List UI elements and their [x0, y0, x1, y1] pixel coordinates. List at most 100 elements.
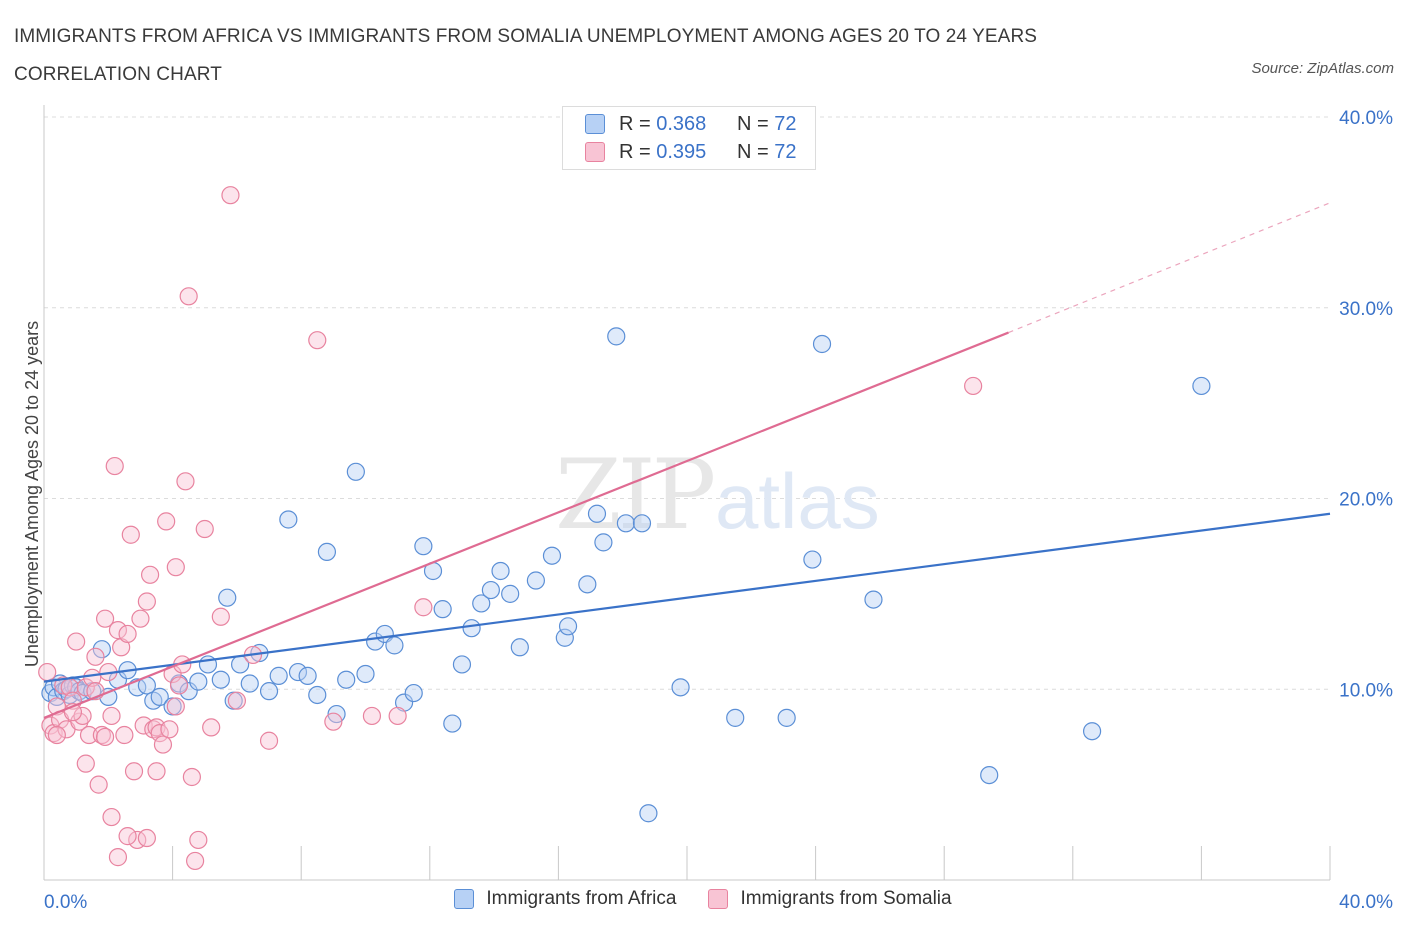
- data-point: [587, 504, 607, 523]
- somalia-legend-swatch-icon: [708, 889, 729, 909]
- data-point: [269, 666, 288, 685]
- data-point: [472, 594, 491, 613]
- data-point: [433, 600, 452, 619]
- data-point: [179, 682, 198, 701]
- y-tick-label: 10.0%: [1339, 680, 1393, 701]
- data-point: [121, 525, 140, 544]
- africa-swatch-icon: [585, 114, 605, 134]
- stats-row-africa: R = 0.368 N = 72: [585, 112, 797, 136]
- axes: [43, 105, 1331, 881]
- data-point: [202, 718, 221, 737]
- chart-title: IMMIGRANTS FROM AFRICA VS IMMIGRANTS FRO…: [14, 26, 1038, 85]
- data-point: [157, 512, 176, 531]
- data-point: [337, 670, 356, 689]
- y-tick-label: 30.0%: [1339, 299, 1393, 320]
- data-point: [414, 537, 433, 556]
- data-point: [189, 830, 208, 850]
- data-point: [803, 550, 822, 569]
- data-point: [726, 708, 745, 727]
- data-point: [259, 731, 279, 750]
- data-point: [102, 706, 121, 726]
- data-point: [240, 674, 259, 693]
- data-point: [491, 561, 510, 581]
- legend-label-somalia: Immigrants from Somalia: [740, 888, 952, 909]
- stats-legend: R = 0.368 N = 72 R = 0.395 N = 72: [562, 106, 816, 170]
- somalia-swatch-icon: [585, 142, 605, 162]
- data-point: [108, 848, 128, 867]
- data-point: [812, 334, 832, 354]
- data-point: [218, 588, 237, 607]
- data-point: [404, 683, 423, 703]
- x-tick-label: 0.0%: [44, 892, 87, 913]
- n-value-somalia: 72: [774, 140, 797, 163]
- tick-labels: 10.0% 20.0% 30.0% 40.0% 0.0% 40.0%: [44, 108, 1393, 913]
- data-point: [510, 638, 529, 657]
- data-point: [388, 706, 407, 726]
- data-point: [481, 580, 500, 600]
- trend-lines: [43, 202, 1331, 719]
- africa-legend-swatch-icon: [454, 889, 475, 909]
- data-point: [632, 514, 652, 533]
- data-point: [166, 558, 185, 577]
- y-axis-label: Unemployment Among Ages 20 to 24 years: [22, 321, 42, 667]
- data-point: [179, 287, 198, 306]
- data-point: [102, 807, 121, 827]
- data-point: [221, 186, 240, 205]
- data-point: [67, 632, 86, 651]
- n-label: N =: [737, 140, 775, 163]
- data-point: [189, 672, 208, 691]
- r-label: R =: [619, 112, 657, 135]
- watermark-atlas: atlas: [715, 457, 880, 545]
- data-point: [288, 662, 308, 682]
- data-point: [70, 712, 89, 731]
- data-point: [118, 827, 137, 846]
- data-point: [89, 775, 108, 794]
- data-point: [777, 708, 796, 727]
- data-point: [542, 546, 562, 565]
- data-point: [79, 725, 99, 745]
- data-point: [83, 668, 102, 687]
- r-value-africa: 0.368: [656, 112, 707, 135]
- data-point: [131, 609, 150, 628]
- watermark-zip: ZIP: [555, 439, 714, 551]
- data-point: [385, 636, 404, 655]
- data-point: [308, 331, 327, 350]
- y-tick-label: 40.0%: [1339, 108, 1393, 129]
- data-point: [324, 712, 343, 731]
- data-point: [95, 609, 115, 628]
- legend-item-somalia[interactable]: Immigrants from Somalia: [708, 888, 952, 910]
- data-point: [54, 676, 73, 695]
- data-point: [346, 462, 365, 481]
- trend-line-somalia-extension: [1008, 202, 1331, 334]
- data-point: [211, 607, 230, 626]
- x-tick-label: 40.0%: [1339, 892, 1393, 913]
- watermark: ZIP atlas: [555, 439, 880, 551]
- data-point: [671, 678, 690, 697]
- series-legend: Immigrants from Africa Immigrants from S…: [0, 888, 1406, 910]
- data-point: [105, 456, 124, 476]
- data-point: [166, 697, 185, 716]
- data-point: [414, 598, 433, 617]
- data-point: [259, 682, 279, 701]
- data-point: [95, 727, 115, 747]
- data-point: [137, 828, 156, 848]
- data-point: [160, 720, 179, 739]
- data-point: [616, 514, 636, 533]
- n-value-africa: 72: [774, 112, 797, 135]
- data-point: [578, 575, 597, 594]
- data-point: [555, 628, 574, 647]
- data-point: [356, 664, 375, 684]
- data-point: [964, 376, 983, 396]
- data-point: [1082, 722, 1102, 741]
- data-point: [150, 687, 169, 706]
- n-label: N =: [737, 112, 775, 135]
- legend-item-africa[interactable]: Immigrants from Africa: [454, 888, 676, 910]
- data-point: [147, 762, 166, 781]
- data-point: [137, 592, 156, 611]
- series-somalia-points: [38, 186, 983, 871]
- r-label: R =: [619, 140, 657, 163]
- data-point: [298, 666, 317, 685]
- trend-line-somalia: [43, 331, 1009, 719]
- data-point: [864, 590, 883, 609]
